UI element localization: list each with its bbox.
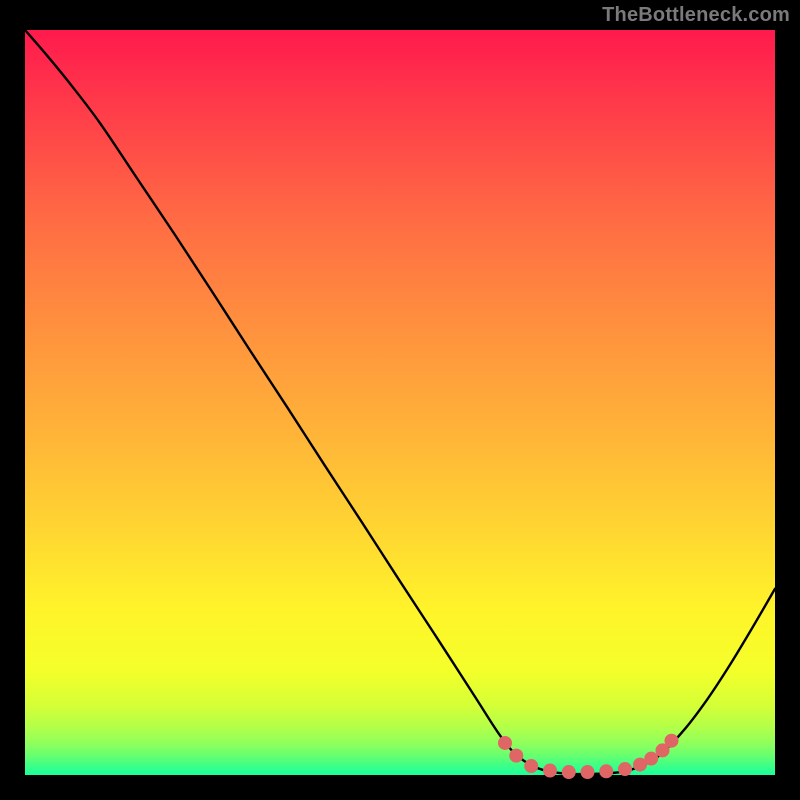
- marker-dot: [499, 736, 512, 749]
- bottleneck-chart: [0, 0, 800, 800]
- marker-dot: [645, 752, 658, 765]
- marker-dot: [600, 765, 613, 778]
- marker-dot: [510, 749, 523, 762]
- chart-container: TheBottleneck.com: [0, 0, 800, 800]
- marker-dot: [581, 766, 594, 779]
- marker-dot: [665, 734, 678, 747]
- marker-dot: [544, 764, 557, 777]
- marker-dot: [562, 766, 575, 779]
- marker-dot: [525, 760, 538, 773]
- marker-dot: [619, 763, 632, 776]
- plot-background: [25, 30, 775, 775]
- watermark-text: TheBottleneck.com: [602, 4, 790, 27]
